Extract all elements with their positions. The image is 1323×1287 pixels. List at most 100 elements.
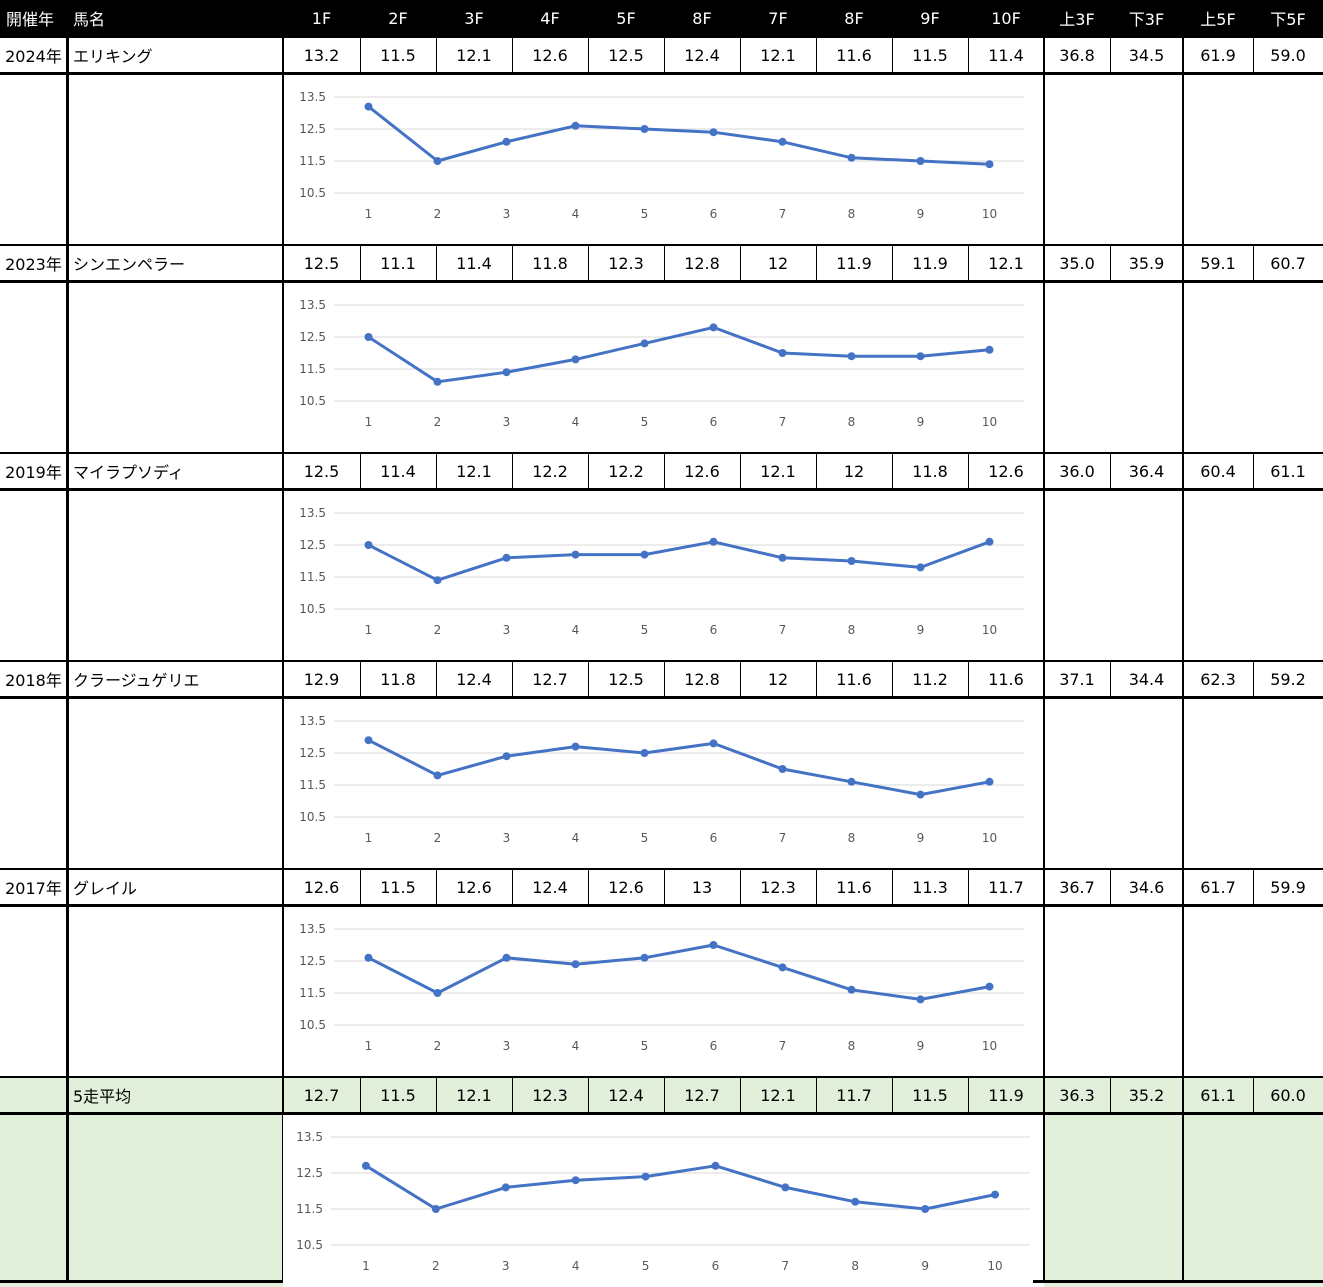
- column-border: [968, 1078, 969, 1112]
- lap-time-cell: 11.7: [836, 1085, 872, 1105]
- row-border: [0, 904, 1323, 907]
- lap-time-cell: 11.4: [456, 253, 492, 273]
- lap-time-cell: 12.2: [608, 461, 644, 481]
- column-border: [968, 454, 969, 488]
- x-tick-label: 2: [434, 623, 442, 637]
- summary-cell: 59.2: [1270, 669, 1306, 689]
- lap-time-cell: 12.1: [456, 1085, 492, 1105]
- lap-line-chart: 13.5 12.5 11.5 10.5 1 2 3 4 5 6 7 8 9 10: [299, 714, 1024, 845]
- x-tick-label: 1: [362, 1259, 370, 1273]
- data-point: [571, 121, 580, 130]
- data-point: [364, 736, 373, 745]
- summary-cell: 36.8: [1059, 45, 1095, 65]
- lap-time-cell: 13: [691, 877, 713, 897]
- column-border: [282, 36, 284, 1281]
- data-point: [778, 349, 787, 357]
- x-tick-label: 6: [710, 831, 718, 845]
- lap-line-chart: 13.5 12.5 11.5 10.5 1 2 3 4 5 6 7 8 9 10: [299, 922, 1024, 1053]
- lap-time-cell: 12.6: [988, 461, 1024, 481]
- lap-time-cell: 12.6: [456, 877, 492, 897]
- column-border: [360, 38, 361, 72]
- lap-time-cell: 11.8: [380, 669, 416, 689]
- lap-time-cell: 11.8: [912, 461, 948, 481]
- header-furlong: 5F: [588, 0, 664, 36]
- lap-time-cell: 12.4: [684, 45, 720, 65]
- column-border: [436, 38, 437, 72]
- data-point: [641, 1172, 650, 1181]
- column-border: [512, 454, 513, 488]
- row-border: [0, 1112, 1323, 1115]
- column-border: [740, 1078, 741, 1112]
- lap-time-cell: 11.9: [836, 253, 872, 273]
- x-tick-label: 1: [365, 1039, 373, 1053]
- x-tick-label: 2: [434, 415, 442, 429]
- lap-time-cell: 12.4: [608, 1085, 644, 1105]
- column-border: [360, 662, 361, 696]
- row-horse-name: シンエンペラー: [73, 255, 186, 274]
- x-tick-label: 10: [982, 207, 997, 221]
- column-border: [512, 38, 513, 72]
- lap-time-cell: 12.5: [303, 461, 340, 481]
- summary-cell: 61.1: [1270, 461, 1306, 481]
- lap-time-cell: 12.8: [684, 253, 720, 273]
- x-tick-label: 1: [365, 831, 373, 845]
- summary-cell: 34.4: [1128, 669, 1165, 689]
- header-furlong: 2F: [360, 0, 436, 36]
- column-border: [816, 1078, 817, 1112]
- summary-cell: 36.0: [1059, 461, 1095, 481]
- column-border: [664, 1078, 665, 1112]
- lap-time-cell: 11.6: [836, 45, 872, 65]
- data-point: [502, 553, 511, 562]
- data-point: [571, 960, 580, 969]
- x-tick-label: 8: [848, 415, 856, 429]
- y-tick-label: 11.5: [299, 154, 326, 168]
- column-border: [740, 662, 741, 696]
- data-point: [778, 963, 787, 972]
- x-tick-label: 6: [710, 623, 718, 637]
- average-row-background: [283, 1078, 1044, 1114]
- data-point: [433, 771, 442, 780]
- data-point: [502, 752, 511, 761]
- lap-time-cell: 12.9: [303, 669, 340, 689]
- column-border: [892, 246, 893, 280]
- row-year: 2018年: [5, 671, 62, 690]
- lap-time-cell: 11.9: [912, 253, 948, 273]
- header-year: 開催年: [0, 0, 67, 36]
- column-border: [436, 246, 437, 280]
- y-tick-label: 10.5: [299, 186, 326, 200]
- x-tick-label: 9: [917, 207, 925, 221]
- series-line: [367, 105, 990, 166]
- data-point: [847, 557, 856, 565]
- series-line: [367, 738, 990, 797]
- column-border: [892, 1078, 893, 1112]
- data-point: [916, 995, 925, 1004]
- data-point: [709, 537, 718, 546]
- column-border: [892, 870, 893, 904]
- data-point: [571, 355, 580, 364]
- x-tick-label: 2: [434, 207, 442, 221]
- lap-time-cell: 11.5: [912, 45, 948, 65]
- x-tick-label: 3: [502, 1259, 510, 1273]
- x-tick-label: 1: [365, 415, 373, 429]
- column-border: [1253, 454, 1254, 488]
- column-border: [1110, 870, 1111, 904]
- lap-time-cell: 11.5: [912, 1085, 948, 1105]
- summary-cell: 60.0: [1270, 1085, 1306, 1105]
- column-border: [588, 662, 589, 696]
- column-border: [588, 454, 589, 488]
- column-border: [588, 38, 589, 72]
- data-point: [709, 128, 718, 137]
- x-tick-label: 5: [641, 1039, 649, 1053]
- lap-time-cell: 11.4: [988, 45, 1024, 65]
- column-border: [664, 454, 665, 488]
- summary-cell: 61.9: [1200, 45, 1236, 65]
- row-horse-name: クラージュゲリエ: [73, 671, 200, 690]
- data-point: [851, 1197, 860, 1206]
- y-tick-label: 10.5: [299, 1018, 326, 1032]
- column-border: [816, 870, 817, 904]
- column-border: [968, 38, 969, 72]
- column-border: [360, 1078, 361, 1112]
- y-tick-label: 10.5: [296, 1238, 323, 1252]
- column-border: [1110, 662, 1111, 696]
- y-tick-label: 11.5: [296, 1202, 323, 1216]
